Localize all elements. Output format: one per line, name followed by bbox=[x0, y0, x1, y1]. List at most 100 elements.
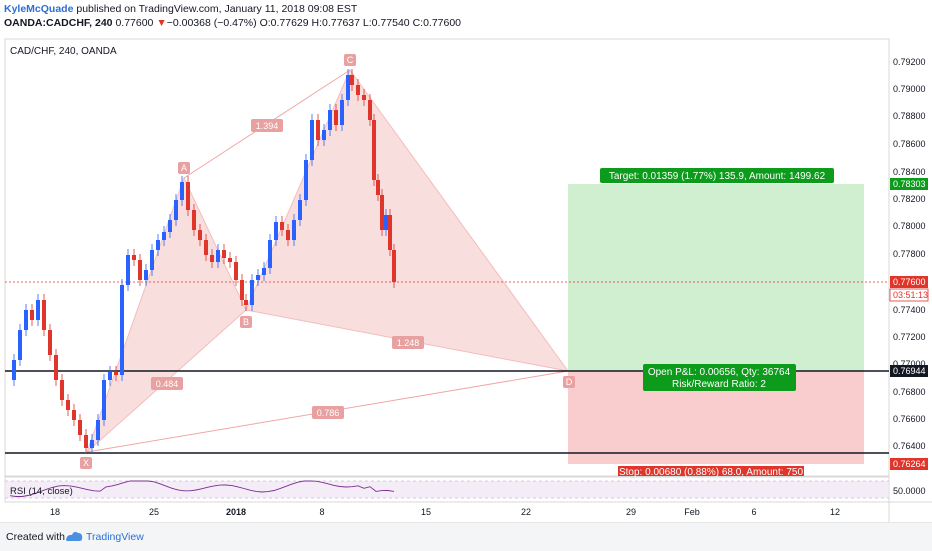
down-arrow-icon: ▼ bbox=[156, 17, 167, 29]
candle-body bbox=[204, 240, 208, 255]
pnl-label-box bbox=[643, 364, 796, 391]
price-tick-label: 0.78400 bbox=[893, 167, 926, 177]
ohlc-line: OANDA:CADCHF, 240 0.77600 ▼−0.00368 (−0.… bbox=[4, 17, 461, 29]
rsi-line bbox=[9, 480, 395, 497]
entry-price-text: 0.76944 bbox=[893, 366, 926, 376]
ratio-ac-label: 1.394 bbox=[256, 121, 279, 131]
candle-body bbox=[48, 330, 52, 355]
time-tick-label: 18 bbox=[50, 507, 60, 517]
candle-body bbox=[90, 440, 94, 448]
price-chart[interactable]: CAD/CHF, 240, OANDA X A B C D 1.394 1.24… bbox=[0, 0, 932, 522]
candle-body bbox=[102, 380, 106, 420]
entry-price-badge bbox=[890, 365, 928, 377]
price-tick-label: 0.77400 bbox=[893, 305, 926, 315]
price-tick-label: 0.78600 bbox=[893, 139, 926, 149]
high-value: H:0.77637 bbox=[311, 17, 360, 29]
candle-body bbox=[316, 120, 320, 140]
target-price-text: 0.78303 bbox=[893, 179, 926, 189]
author-link[interactable]: KyleMcQuade bbox=[4, 3, 74, 15]
current-price-text: 0.77600 bbox=[893, 277, 926, 287]
candle-body bbox=[334, 110, 338, 125]
candle-body bbox=[286, 230, 290, 240]
candle-body bbox=[310, 120, 314, 160]
candle-body bbox=[304, 160, 308, 200]
point-c-label: C bbox=[347, 55, 354, 65]
candle-body bbox=[24, 310, 28, 330]
candle-body bbox=[120, 285, 124, 375]
stop-price-text: 0.76264 bbox=[893, 459, 926, 469]
candle-body bbox=[256, 275, 260, 280]
target-label-box bbox=[600, 168, 834, 183]
candle-body bbox=[376, 180, 380, 195]
candle-body bbox=[216, 250, 220, 262]
ratio-bd-badge bbox=[392, 336, 424, 349]
ratio-xb-badge bbox=[151, 377, 183, 390]
candle-body bbox=[156, 240, 160, 250]
target-price-badge bbox=[890, 178, 928, 190]
candle-body bbox=[250, 280, 254, 305]
candle-body bbox=[262, 268, 266, 275]
low-value: L:0.77540 bbox=[362, 17, 410, 29]
time-tick-label: Feb bbox=[684, 507, 700, 517]
candle-body bbox=[372, 120, 376, 180]
symbol-info: OANDA:CADCHF, 240 bbox=[4, 17, 113, 29]
time-axis[interactable]: 18 25 2018 8 15 22 29 Feb 6 12 bbox=[50, 507, 840, 517]
point-d-badge bbox=[563, 376, 575, 388]
candle-body bbox=[228, 258, 232, 262]
price-tick-label: 0.79200 bbox=[893, 57, 926, 67]
tradingview-logo-icon[interactable] bbox=[64, 529, 84, 543]
candle-body bbox=[54, 355, 58, 380]
candle-body bbox=[240, 280, 244, 300]
time-tick-label: 22 bbox=[521, 507, 531, 517]
candle-body bbox=[96, 420, 100, 440]
rsi-label: RSI (14, close) bbox=[10, 486, 73, 497]
candle-body bbox=[144, 270, 148, 280]
candle-body bbox=[132, 255, 136, 260]
time-tick-label: 6 bbox=[751, 507, 756, 517]
candle-body bbox=[30, 310, 34, 320]
point-x-badge bbox=[80, 457, 92, 469]
price-tick-label: 0.78800 bbox=[893, 111, 926, 121]
point-a-label: A bbox=[181, 163, 187, 173]
candle-body bbox=[18, 330, 22, 360]
candle-body bbox=[380, 195, 384, 230]
ratio-xd-badge bbox=[312, 406, 344, 419]
tradingview-brand-link[interactable]: TradingView bbox=[86, 531, 144, 543]
candle-body bbox=[12, 360, 16, 380]
created-with-text: Created with bbox=[6, 531, 65, 543]
pnl-label-line-2: Risk/Reward Ratio: 2 bbox=[672, 379, 766, 390]
candle-body bbox=[244, 300, 248, 305]
close-value: C:0.77600 bbox=[412, 17, 462, 29]
candle-body bbox=[388, 215, 392, 250]
price-tick-label: 0.77000 bbox=[893, 359, 926, 369]
candle-body bbox=[72, 410, 76, 420]
target-zone[interactable] bbox=[568, 184, 864, 371]
candle-body bbox=[138, 260, 142, 280]
candle-body bbox=[280, 222, 284, 230]
published-text: published on TradingView.com, January 11… bbox=[76, 3, 358, 15]
time-tick-label: 8 bbox=[319, 507, 324, 517]
candle-body bbox=[36, 300, 40, 320]
candle-body bbox=[168, 220, 172, 232]
price-tick-label: 0.79000 bbox=[893, 84, 926, 94]
candle-body bbox=[362, 95, 366, 100]
stop-price-badge bbox=[890, 458, 928, 470]
candle-body bbox=[392, 250, 396, 282]
candle-body bbox=[368, 100, 372, 120]
time-tick-label: 2018 bbox=[226, 507, 246, 517]
countdown-text: 03:51:13 bbox=[893, 290, 928, 300]
ratio-xd-label: 0.786 bbox=[317, 408, 340, 418]
candle-body bbox=[350, 75, 354, 85]
price-axis[interactable]: 0.79200 0.79000 0.78800 0.78600 0.78400 0.782… bbox=[893, 57, 926, 451]
candle-body bbox=[186, 182, 190, 210]
candle-body bbox=[174, 200, 178, 220]
candle-body bbox=[274, 222, 278, 240]
candle-body bbox=[114, 372, 118, 375]
countdown-badge bbox=[889, 288, 929, 302]
price-tick-label: 0.76400 bbox=[893, 441, 926, 451]
price-tick-label: 0.77200 bbox=[893, 332, 926, 342]
rsi-axis-value: 50.0000 bbox=[893, 486, 926, 496]
point-b-badge bbox=[240, 316, 252, 328]
candle-body bbox=[150, 250, 154, 270]
chart-legend: CAD/CHF, 240, OANDA bbox=[10, 46, 117, 57]
